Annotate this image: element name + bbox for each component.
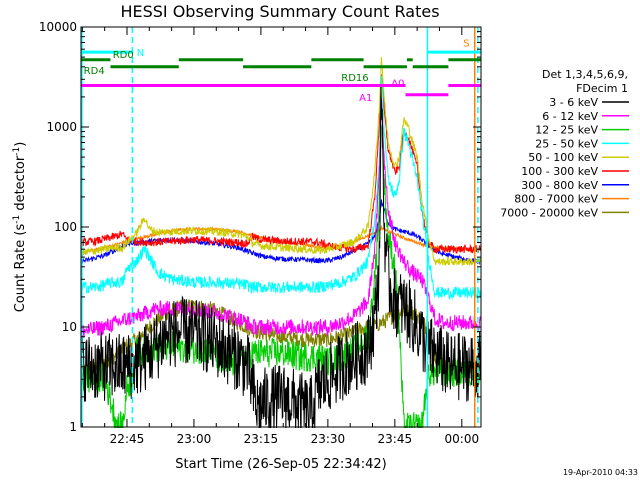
timestamp: 19-Apr-2010 04:33 [563, 468, 638, 477]
state-label-rd4: RD4 [84, 66, 105, 77]
legend-label-300-800-kev: 300 - 800 keV [521, 179, 598, 192]
series-line-50-100-kev [81, 57, 482, 266]
legend-label-12-25-kev: 12 - 25 keV [535, 124, 598, 137]
series-layer [81, 57, 482, 428]
legend-label-100-300-kev: 100 - 300 keV [521, 165, 598, 178]
series-line-100-300-kev [81, 74, 482, 255]
y-tick-label-10000: 10000 [39, 20, 77, 34]
legend-label-3-6-kev: 3 - 6 keV [549, 96, 598, 109]
x-tick-label-2345: 23:45 [378, 432, 413, 446]
x-tick-label-2330: 23:30 [311, 432, 346, 446]
y-tick-label-10: 10 [62, 320, 77, 334]
state-label-rd16: RD16 [341, 73, 368, 84]
state-label-a1: A1 [359, 93, 372, 104]
y-tick-label-1: 1 [69, 420, 77, 434]
series-line-3-6-kev [81, 83, 482, 428]
chart-title: HESSI Observing Summary Count Rates [120, 2, 439, 21]
x-axis-ticks: 22:45 23:00 23:15 23:30 23:45 00:00 [81, 27, 480, 446]
x-tick-label-2300: 23:00 [177, 432, 212, 446]
y-axis-ticks: 1 10 100 1000 10000 [39, 20, 481, 434]
x-tick-label-2315: 23:15 [244, 432, 279, 446]
y-tick-label-100: 100 [54, 220, 77, 234]
y-tick-label-1000: 1000 [46, 120, 77, 134]
annotation-labels: N S RD0 RD4 RD16 A0 A1 [84, 38, 470, 103]
legend-header-line-2: FDecim 1 [576, 82, 628, 95]
legend-label-50-100-kev: 50 - 100 keV [528, 151, 598, 164]
series-line-6-12-kev [81, 98, 482, 338]
y-axis-label: Count Rate (s-1 detector-1) [12, 142, 28, 313]
state-label-a0: A0 [391, 78, 404, 89]
legend-label-6-12-kev: 6 - 12 keV [542, 110, 598, 123]
legend-label-25-50-kev: 25 - 50 keV [535, 137, 598, 150]
state-label-s: S [463, 38, 469, 49]
legend-label-7000-20000-kev: 7000 - 20000 keV [500, 206, 598, 219]
legend-label-800-7000-kev: 800 - 7000 keV [514, 193, 598, 206]
x-tick-label-2245: 22:45 [110, 432, 145, 446]
x-axis-label: Start Time (26-Sep-05 22:34:42) [175, 457, 386, 472]
state-label-rd0: RD0 [113, 50, 134, 61]
x-tick-label-0000: 00:00 [445, 432, 480, 446]
attenuator-bar-layer [81, 50, 481, 97]
series-line-25-50-kev [81, 75, 482, 301]
legend-header-line-1: Det 1,3,4,5,6,9, [542, 68, 628, 81]
state-label-n: N [137, 48, 144, 59]
plot-area [81, 27, 482, 428]
